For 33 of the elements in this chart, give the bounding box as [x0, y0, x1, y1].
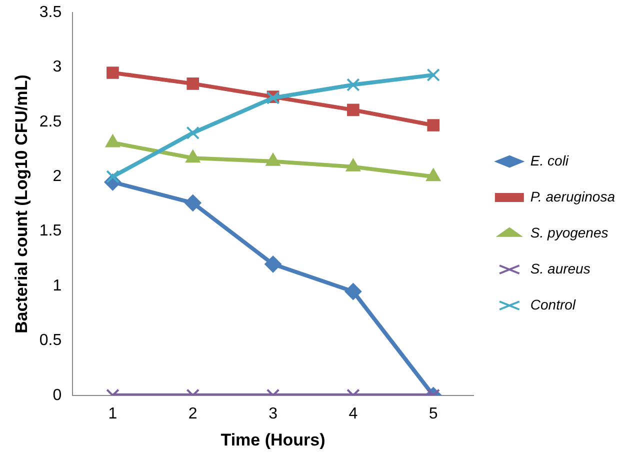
legend-label: S. aureus [530, 260, 590, 276]
point [427, 119, 440, 132]
point [426, 68, 440, 82]
point [105, 134, 120, 148]
point [185, 150, 200, 163]
x-tick-label: 2 [188, 405, 198, 422]
y-tick-label: 0.5 [39, 332, 62, 350]
point [106, 66, 119, 79]
point [184, 194, 202, 212]
point [426, 168, 441, 182]
x-tick-label: 4 [348, 405, 358, 422]
y-tick-label: 3 [52, 58, 62, 76]
y-tick-label: 1.5 [39, 222, 62, 240]
point [347, 104, 360, 116]
x-tick-label: 1 [108, 405, 118, 422]
y-tick-label: 2.5 [39, 113, 62, 130]
legend-label: S. pyogenes [530, 224, 608, 240]
point [186, 126, 200, 140]
point [346, 78, 360, 92]
x-tick-label: 3 [268, 405, 278, 422]
y-tick-label: 2 [52, 168, 62, 186]
point [346, 158, 361, 172]
y-axis-title: Bacterial count (Log10 CFU/mL) [12, 74, 31, 334]
point [266, 152, 280, 166]
y-tick-label: 0 [52, 386, 62, 404]
legend-label: E. coli [530, 152, 570, 168]
y-tick-label: 1 [52, 277, 62, 294]
point [186, 78, 200, 90]
legend-label: Control [530, 296, 576, 312]
y-tick-label: 3.5 [39, 4, 62, 22]
legend-label: P. aeruginosa [530, 188, 616, 204]
x-axis-title: Time (Hours) [220, 430, 326, 450]
x-tick-label: 5 [428, 405, 438, 422]
